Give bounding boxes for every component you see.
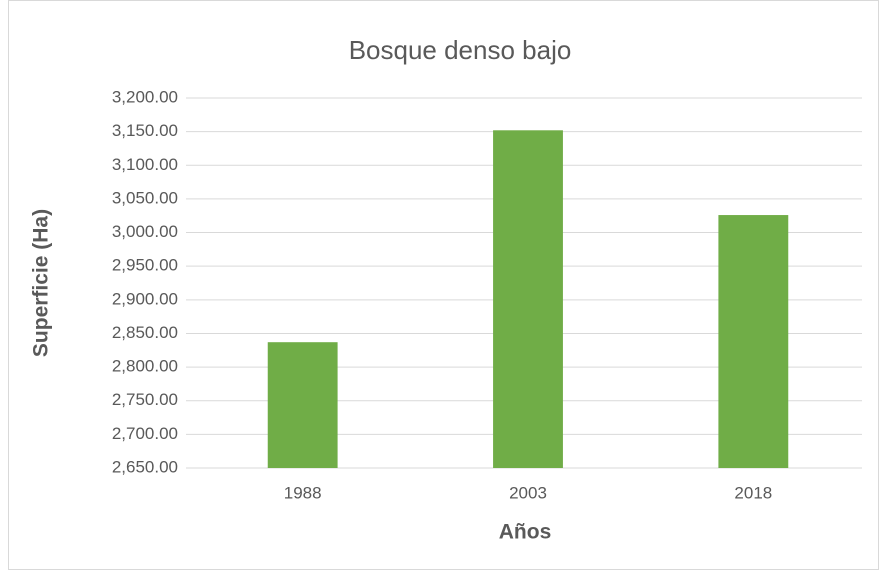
x-axis-label: Años <box>499 521 552 544</box>
y-tick-label: 2,800.00 <box>112 357 178 376</box>
y-tick-label: 2,850.00 <box>112 323 178 342</box>
y-axis-label: Superficie (Ha) <box>30 209 53 357</box>
y-tick-label: 3,050.00 <box>112 188 178 207</box>
x-tick-label: 2003 <box>509 483 547 502</box>
bar <box>718 215 789 468</box>
y-tick-label: 2,750.00 <box>112 390 178 409</box>
y-tick-label: 3,200.00 <box>112 87 178 106</box>
bar <box>493 130 563 469</box>
y-tick-label: 2,700.00 <box>112 424 178 443</box>
y-tick-label: 2,900.00 <box>112 289 178 308</box>
x-tick-label: 1988 <box>284 483 322 502</box>
y-tick-label: 3,150.00 <box>112 121 178 140</box>
bar <box>267 342 338 468</box>
y-tick-label: 2,650.00 <box>112 457 178 476</box>
y-tick-label: 3,100.00 <box>112 155 178 174</box>
x-tick-label: 2018 <box>734 483 772 502</box>
y-tick-label: 2,950.00 <box>112 256 178 275</box>
y-tick-label: 3,000.00 <box>112 222 178 241</box>
chart-title: Bosque denso bajo <box>349 35 572 65</box>
